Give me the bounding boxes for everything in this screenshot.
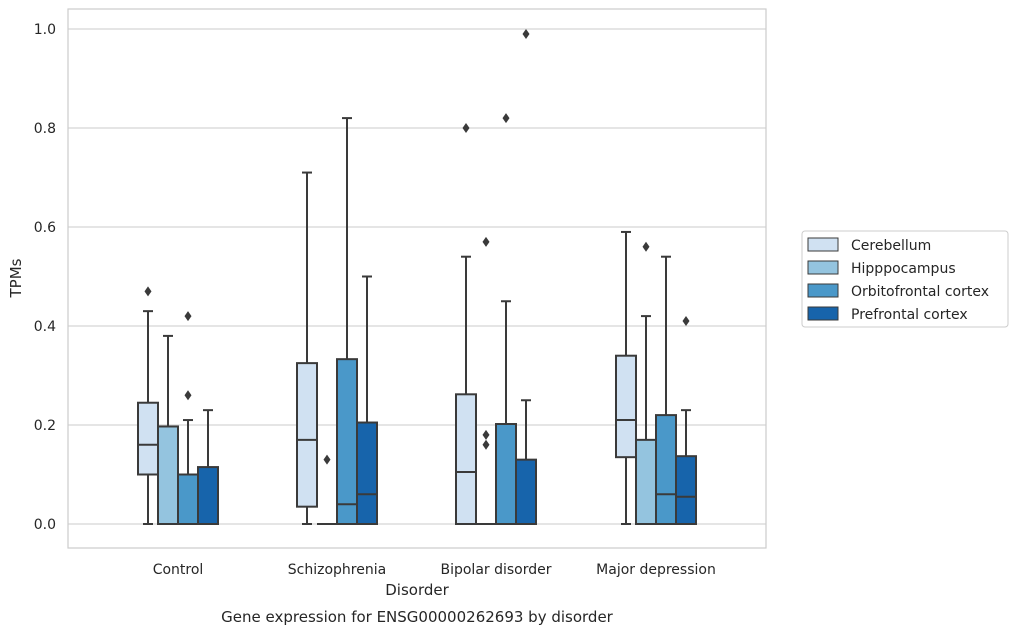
y-tick-labels: 0.0 0.2 0.4 0.6 0.8 1.0 <box>34 22 56 533</box>
outlier-point <box>462 123 470 133</box>
box-prefrontal-cortex <box>356 275 378 525</box>
y-tick-label: 1.0 <box>34 22 56 38</box>
box-body <box>455 393 477 525</box>
x-tick-label: Bipolar disorder <box>440 562 551 578</box>
y-axis-label: TPMs <box>7 258 25 298</box>
legend-swatch <box>807 306 839 321</box>
y-tick-label: 0.6 <box>34 220 56 236</box>
box-layer <box>137 28 697 526</box>
outlier-point <box>184 390 192 401</box>
box-cerebellum <box>455 123 477 525</box>
y-tick-label: 0.2 <box>34 418 56 434</box>
box-orbitofrontal-cortex <box>177 311 199 525</box>
box-cerebellum <box>137 286 159 525</box>
box-orbitofrontal-cortex <box>495 113 517 526</box>
x-tick-label: Schizophrenia <box>288 562 386 578</box>
box-body <box>675 455 697 525</box>
x-tick-labels: Control Schizophrenia Bipolar disorder Majo… <box>153 562 716 578</box>
x-tick-label: Control <box>153 562 204 578</box>
y-tick-label: 0.0 <box>34 517 56 533</box>
legend-label: Orbitofrontal cortex <box>851 284 989 300</box>
box-hipppocampus <box>317 454 337 525</box>
legend-label: Cerebellum <box>851 238 931 254</box>
outlier-point <box>522 28 530 39</box>
legend-swatch <box>807 237 839 252</box>
box-body <box>137 401 159 476</box>
y-tick-label: 0.8 <box>34 121 56 137</box>
outlier-point <box>682 316 690 327</box>
outlier-point <box>502 113 510 124</box>
outlier-point <box>482 439 490 450</box>
outlier-point <box>482 429 490 440</box>
legend: Cerebellum Hipppocampus Orbitofrontal cort… <box>801 230 1009 328</box>
box-body <box>515 458 537 525</box>
box-prefrontal-cortex <box>197 409 219 526</box>
outlier-point <box>184 311 192 322</box>
box-body <box>356 421 378 525</box>
box-body <box>336 358 358 526</box>
box-hipppocampus <box>157 334 179 525</box>
box-cerebellum <box>615 230 637 525</box>
box-hipppocampus <box>635 241 657 526</box>
y-tick-label: 0.4 <box>34 319 56 335</box>
outlier-point <box>482 236 490 247</box>
outlier-point <box>323 454 331 465</box>
x-tick-label: Major depression <box>596 562 716 578</box>
box-prefrontal-cortex <box>675 316 697 525</box>
legend-label: Hipppocampus <box>851 261 956 277</box>
outlier-point <box>144 286 152 297</box>
legend-swatch <box>807 260 839 275</box>
box-body <box>655 414 677 526</box>
box-prefrontal-cortex <box>515 28 537 525</box>
legend-frame <box>801 230 1009 328</box>
box-body <box>615 354 637 459</box>
box-body <box>635 438 657 526</box>
box-body <box>177 473 199 525</box>
box-orbitofrontal-cortex <box>655 255 677 526</box>
legend-label: Prefrontal cortex <box>851 307 968 323</box>
plot-frame <box>67 8 767 549</box>
figure-caption: Gene expression for ENSG00000262693 by d… <box>221 608 614 626</box>
box-body <box>296 362 318 508</box>
box-cerebellum <box>296 171 318 525</box>
outlier-point <box>642 241 650 252</box>
box-body <box>157 425 179 525</box>
box-body <box>197 466 219 526</box>
x-axis-label: Disorder <box>385 581 449 599</box>
box-body <box>495 423 517 526</box>
box-hipppocampus <box>476 236 496 525</box>
box-orbitofrontal-cortex <box>336 117 358 526</box>
legend-swatch <box>807 283 839 298</box>
